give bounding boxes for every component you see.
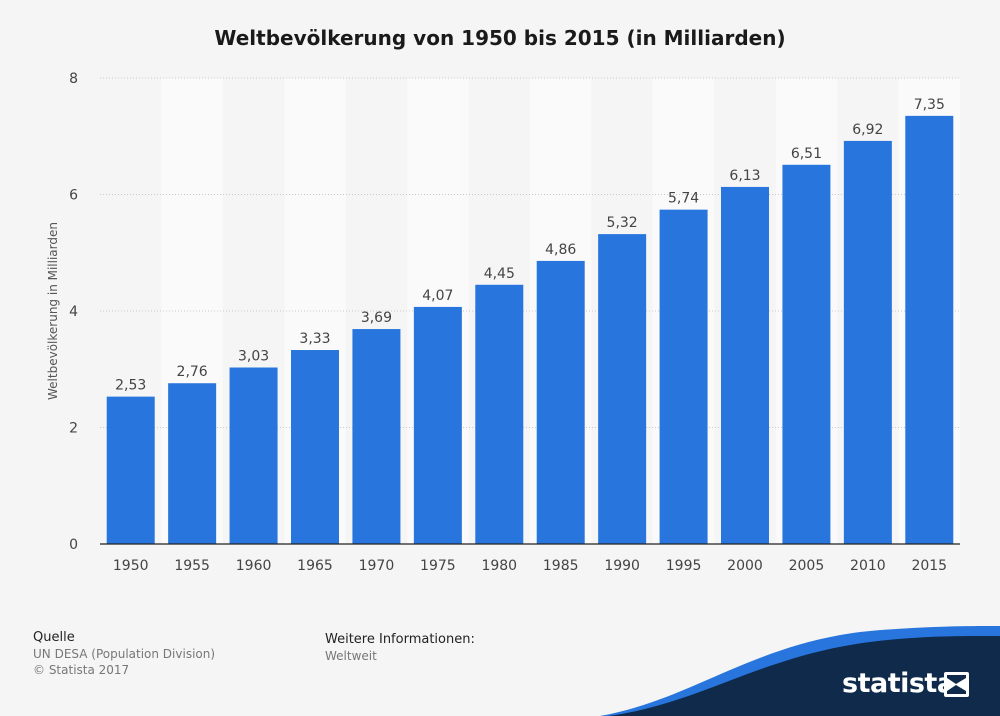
value-label: 3,03	[238, 349, 269, 365]
bar[interactable]	[413, 306, 462, 544]
info-heading: Weitere Informationen:	[325, 632, 475, 647]
y-tick-label: 6	[69, 188, 78, 204]
bar[interactable]	[291, 350, 339, 544]
brand-wave	[600, 626, 1000, 716]
value-label: 6,92	[852, 122, 883, 138]
source-heading: Quelle	[33, 630, 75, 645]
bar[interactable]	[168, 383, 217, 544]
info-text[interactable]: Weltweit	[325, 649, 377, 663]
y-tick-label: 0	[69, 537, 78, 553]
x-tick-label: 1970	[359, 558, 395, 574]
x-tick-label: 2005	[789, 558, 825, 574]
value-label: 2,76	[177, 364, 208, 380]
bar[interactable]	[475, 284, 524, 544]
x-tick-label: 1965	[297, 558, 333, 574]
y-tick-label: 4	[69, 304, 78, 320]
x-tick-label: 1955	[174, 558, 210, 574]
bar[interactable]	[598, 234, 647, 545]
y-axis-label: Weltbevölkerung in Milliarden	[46, 222, 60, 400]
source-text[interactable]: UN DESA (Population Division)	[33, 647, 216, 661]
value-label: 6,51	[791, 146, 822, 162]
y-tick-label: 2	[69, 421, 78, 437]
brand-name[interactable]: statista	[842, 668, 955, 699]
x-tick-label: 1985	[543, 558, 579, 574]
value-label: 3,69	[361, 310, 392, 326]
info-block: Weitere Informationen: Weltweit	[325, 632, 475, 664]
copyright-text: © Statista 2017	[33, 663, 130, 677]
chart-title: Weltbevölkerung von 1950 bis 2015 (in Mi…	[214, 26, 786, 50]
x-axis-ticks: 1950 1955 1960 1965 1970 1975 1980 1985 1990 1995…	[113, 558, 947, 574]
x-tick-label: 1980	[481, 558, 517, 574]
value-label: 4,45	[484, 266, 515, 282]
x-tick-label: 1975	[420, 558, 456, 574]
value-label: 7,35	[914, 97, 945, 113]
bar[interactable]	[536, 260, 585, 544]
value-label: 4,86	[545, 242, 576, 258]
bar[interactable]	[229, 367, 278, 544]
bar[interactable]	[782, 164, 831, 545]
x-tick-label: 2015	[911, 558, 947, 574]
value-label: 6,13	[729, 168, 760, 184]
value-label: 4,07	[422, 288, 453, 304]
bar[interactable]	[905, 115, 954, 545]
statista-logo-icon	[944, 672, 969, 697]
bar[interactable]	[352, 329, 401, 544]
y-tick-label: 8	[69, 71, 78, 87]
bar[interactable]	[106, 396, 155, 544]
gridlines	[100, 77, 960, 428]
value-label: 3,33	[299, 331, 330, 347]
bar-chart: 0 2 4 6 8 2,53 2,76 3,03 3,33 3,69 4,07 4,45 4,86 5,…	[46, 71, 960, 574]
x-tick-label: 1960	[236, 558, 272, 574]
bar[interactable]	[721, 186, 769, 545]
x-tick-label: 2000	[727, 558, 763, 574]
x-tick-label: 1950	[113, 558, 149, 574]
source-block: Quelle UN DESA (Population Division) © S…	[33, 630, 215, 678]
bars	[106, 115, 954, 545]
bar[interactable]	[843, 140, 892, 544]
x-tick-label: 1995	[666, 558, 702, 574]
y-axis-ticks: 0 2 4 6 8	[69, 71, 78, 553]
value-labels: 2,53 2,76 3,03 3,33 3,69 4,07 4,45 4,86 5,32 5,74…	[115, 97, 945, 394]
value-label: 2,53	[115, 378, 146, 394]
value-label: 5,32	[607, 215, 638, 231]
bar[interactable]	[659, 209, 708, 544]
x-tick-label: 1990	[604, 558, 640, 574]
value-label: 5,74	[668, 191, 699, 207]
x-tick-label: 2010	[850, 558, 886, 574]
